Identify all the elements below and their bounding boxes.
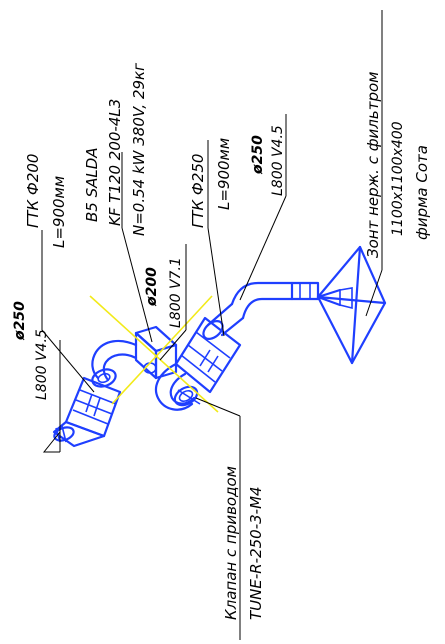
valve-model-label: TUNE-R-250-3-M4 <box>247 486 265 620</box>
left-duct <box>52 376 122 448</box>
gtk-left-title-label: ГТК Ф200 <box>24 154 42 228</box>
duct-right-diam-label: ø250 <box>250 135 266 175</box>
axis-lines <box>89 295 219 413</box>
hood-title-label: Зонт нерж. с фильтром <box>364 72 382 258</box>
hood-connector <box>290 281 320 301</box>
duct-mid-diam-label: ø200 <box>144 267 160 307</box>
hood-shape <box>316 245 387 365</box>
duct-system <box>52 245 387 448</box>
fan-type-label: KF T120 200-4L3 <box>106 99 124 226</box>
hood-size-label: 1100х1100х400 <box>390 121 406 236</box>
gtk-right-length-label: L=900мм <box>215 138 233 210</box>
gtk-right-title-label: ГТК Ф250 <box>189 154 207 228</box>
leader-lines <box>41 10 383 640</box>
gtk-left-length-label: L=900мм <box>50 176 68 248</box>
duct-right-spec-label: L800 V4.5 <box>270 125 286 196</box>
duct-left-spec-label: L800 V4.5 <box>34 329 50 400</box>
hood-maker-label: фирма Сота <box>413 145 431 240</box>
duct-left-diam-label: ø250 <box>12 301 28 341</box>
fan-box <box>134 325 178 380</box>
fan-model-label: B5 SALDA <box>83 147 101 222</box>
valve-assembly <box>154 362 201 411</box>
valve-title-label: Клапан с приводом <box>222 466 240 620</box>
right-duct <box>174 281 294 394</box>
duct-mid-spec-label: L800 V7.1 <box>168 257 184 328</box>
fan-power-label: N=0.54 kW 380V, 29кг <box>130 63 148 236</box>
